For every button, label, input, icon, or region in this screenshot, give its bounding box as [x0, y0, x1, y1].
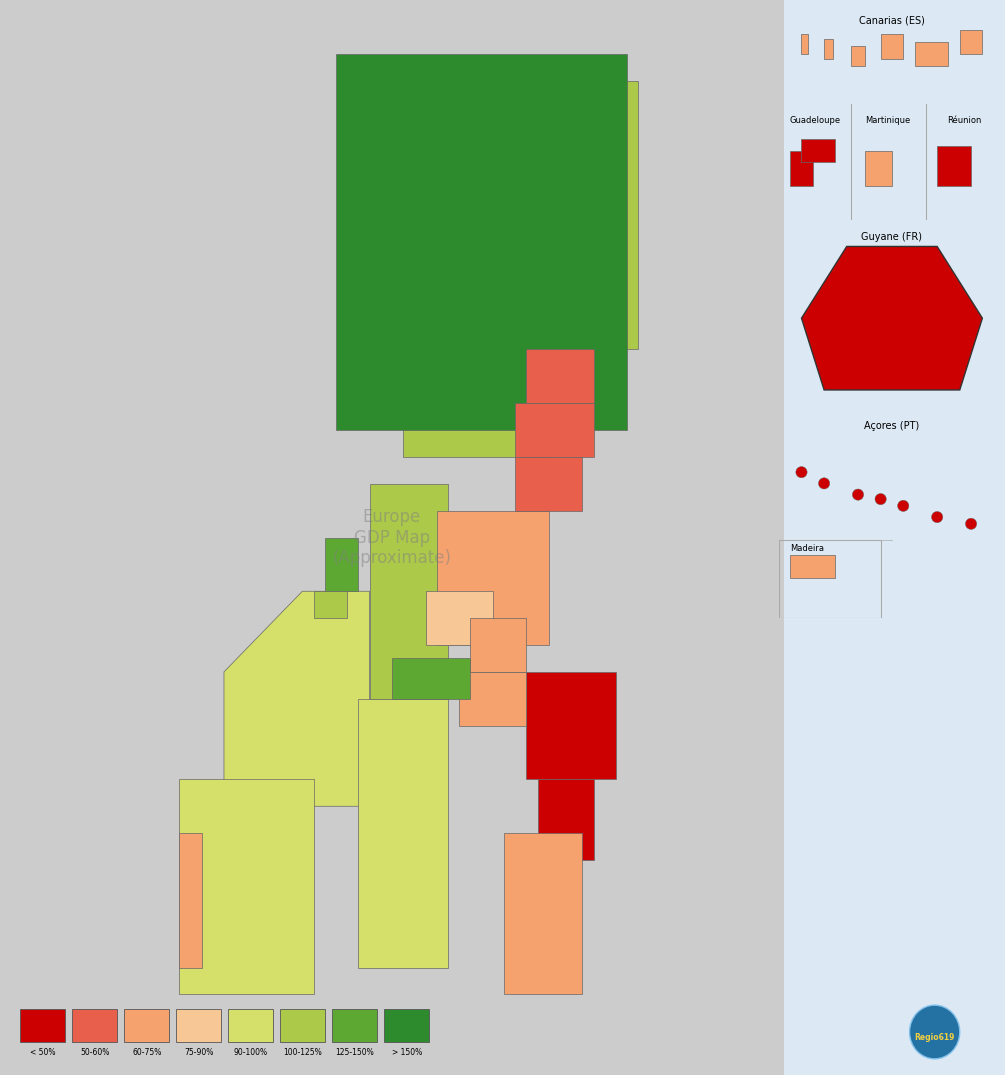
Text: Regio619: Regio619: [915, 1033, 955, 1042]
Polygon shape: [824, 39, 833, 58]
Circle shape: [897, 500, 909, 512]
Polygon shape: [880, 34, 903, 58]
Text: Europe
GDP Map
(Approximate): Europe GDP Map (Approximate): [333, 507, 451, 568]
Text: Madeira: Madeira: [790, 544, 824, 553]
Polygon shape: [359, 699, 448, 968]
Polygon shape: [516, 457, 582, 511]
Polygon shape: [425, 591, 492, 645]
Circle shape: [966, 518, 977, 529]
FancyBboxPatch shape: [333, 1009, 378, 1042]
Polygon shape: [851, 46, 864, 66]
Polygon shape: [179, 779, 314, 994]
Circle shape: [875, 493, 886, 505]
Polygon shape: [459, 672, 527, 726]
FancyBboxPatch shape: [72, 1009, 118, 1042]
Polygon shape: [370, 484, 448, 699]
Polygon shape: [538, 779, 594, 860]
Text: Réunion: Réunion: [947, 116, 982, 125]
Text: Açores (PT): Açores (PT): [864, 420, 920, 430]
Polygon shape: [224, 591, 370, 806]
Text: > 150%: > 150%: [392, 1048, 422, 1057]
Text: Guyane (FR): Guyane (FR): [861, 232, 923, 242]
Polygon shape: [915, 42, 949, 66]
Polygon shape: [527, 672, 616, 779]
Polygon shape: [504, 833, 582, 994]
Polygon shape: [527, 81, 638, 349]
Circle shape: [932, 512, 943, 522]
Polygon shape: [790, 556, 835, 577]
Polygon shape: [392, 658, 470, 699]
Polygon shape: [437, 511, 549, 645]
Circle shape: [796, 467, 807, 477]
Text: 100-125%: 100-125%: [283, 1048, 323, 1057]
Circle shape: [910, 1005, 960, 1059]
FancyBboxPatch shape: [20, 1009, 65, 1042]
Polygon shape: [179, 833, 202, 968]
Polygon shape: [864, 151, 892, 186]
Polygon shape: [527, 349, 594, 403]
Polygon shape: [802, 139, 835, 162]
Text: 50-60%: 50-60%: [80, 1048, 110, 1057]
Text: < 50%: < 50%: [30, 1048, 55, 1057]
Text: 90-100%: 90-100%: [234, 1048, 267, 1057]
Text: Guadeloupe: Guadeloupe: [790, 116, 840, 125]
Polygon shape: [314, 591, 347, 618]
Polygon shape: [403, 108, 549, 457]
Polygon shape: [470, 618, 527, 672]
Circle shape: [852, 489, 863, 500]
Circle shape: [818, 477, 830, 489]
FancyBboxPatch shape: [125, 1009, 169, 1042]
Bar: [779, 540, 880, 618]
Polygon shape: [802, 246, 983, 390]
Polygon shape: [802, 34, 808, 54]
Polygon shape: [516, 403, 594, 457]
Text: 125-150%: 125-150%: [336, 1048, 374, 1057]
FancyBboxPatch shape: [280, 1009, 326, 1042]
FancyBboxPatch shape: [176, 1009, 221, 1042]
Text: Martinique: Martinique: [864, 116, 911, 125]
FancyBboxPatch shape: [228, 1009, 273, 1042]
Text: Canarias (ES): Canarias (ES): [859, 15, 925, 25]
Polygon shape: [0, 0, 784, 1075]
Polygon shape: [325, 538, 359, 591]
FancyBboxPatch shape: [384, 1009, 429, 1042]
Polygon shape: [336, 54, 627, 430]
Text: 60-75%: 60-75%: [132, 1048, 162, 1057]
Polygon shape: [960, 29, 983, 54]
Polygon shape: [938, 146, 971, 186]
Text: 75-90%: 75-90%: [184, 1048, 213, 1057]
Polygon shape: [790, 151, 813, 186]
